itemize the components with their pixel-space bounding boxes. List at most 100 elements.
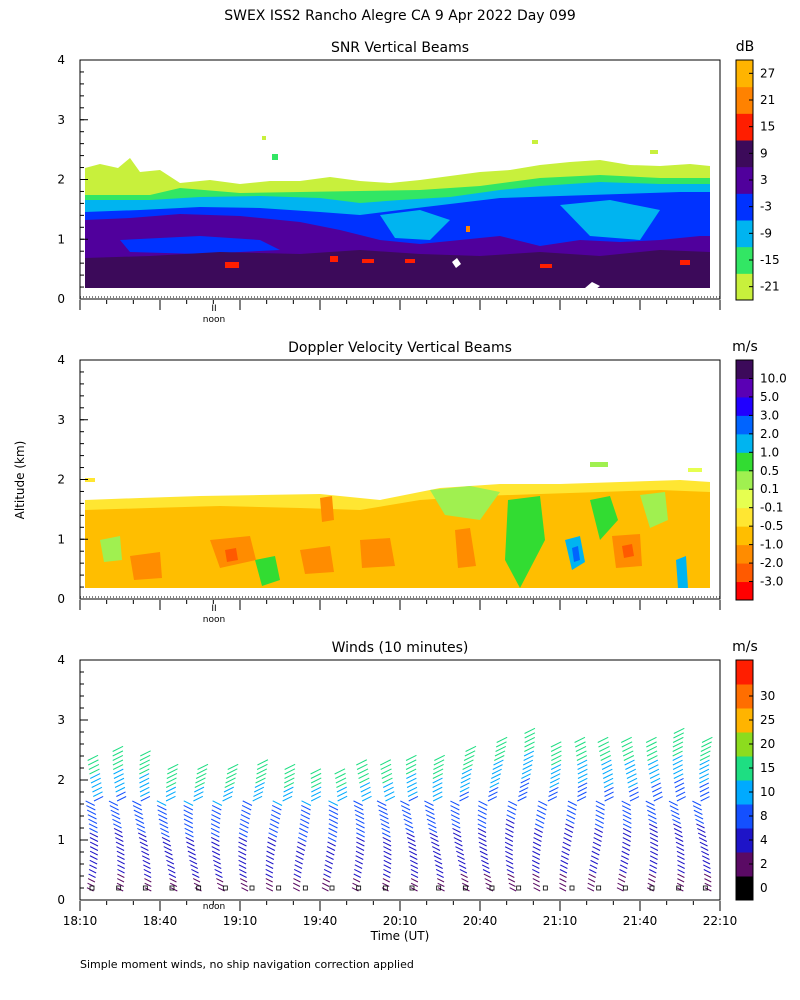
wind-barb: [589, 869, 597, 874]
wind-barb: [112, 745, 124, 752]
wind-barb: [524, 727, 536, 734]
wind-barb: [676, 882, 684, 887]
colorbar-label: 2: [760, 857, 768, 871]
colorbar-swatch: [736, 876, 753, 901]
surface-station-marker: [276, 885, 282, 891]
wind-barb: [647, 814, 657, 820]
wind-barb: [589, 864, 598, 869]
doppler-downdraft: [300, 546, 334, 574]
wind-barb: [408, 795, 419, 802]
wind-barb: [194, 786, 205, 793]
wind-barb: [629, 796, 640, 802]
wind-barb: [649, 768, 660, 775]
wind-barb: [488, 786, 499, 793]
footnote: Simple moment winds, no ship navigation …: [80, 958, 414, 971]
wind-barb: [215, 873, 223, 878]
x-tick-label: 18:40: [143, 914, 178, 928]
wind-barb: [139, 786, 150, 793]
wind-barb: [507, 873, 515, 878]
wind-barb: [481, 864, 490, 869]
wind-barb: [460, 782, 471, 788]
snr-panel-title: SNR Vertical Beams: [331, 40, 469, 56]
colorbar-label: -1.0: [760, 538, 783, 552]
wind-barb: [492, 764, 503, 770]
wind-barb: [284, 763, 296, 770]
wind-barb: [116, 855, 125, 860]
wind-barb: [356, 827, 365, 833]
wind-barb: [239, 873, 247, 878]
wind-barb: [532, 841, 542, 847]
wind-barb: [532, 855, 540, 860]
wind-barb: [699, 782, 710, 788]
wind-barb: [559, 878, 567, 883]
snr-hotspot: [362, 259, 374, 263]
colorbar-swatch: [736, 507, 753, 527]
wind-barb: [551, 759, 562, 766]
wind-barb: [300, 818, 310, 824]
wind-barb: [157, 809, 167, 815]
doppler-downdraft: [130, 552, 162, 580]
wind-barb: [132, 800, 142, 806]
wind-barb: [603, 782, 614, 788]
wind-barb: [353, 800, 363, 806]
wind-barb: [699, 777, 709, 784]
wind-barb: [672, 736, 684, 743]
wind-profile: [108, 745, 127, 892]
wind-barb: [239, 823, 249, 829]
wind-barb: [166, 772, 178, 779]
wind-barb: [520, 777, 531, 784]
wind-barb: [479, 846, 488, 851]
wind-barb: [252, 795, 263, 802]
wind-barb: [216, 878, 224, 883]
wind-barb: [648, 873, 656, 878]
doppler-panel-title: Doppler Velocity Vertical Beams: [288, 340, 512, 356]
wind-barb: [132, 805, 143, 811]
wind-barb: [483, 873, 491, 878]
wind-barb: [434, 859, 443, 865]
wind-barb: [383, 873, 391, 878]
wind-barb: [703, 864, 711, 869]
wind-barb: [410, 864, 419, 869]
wind-barb: [257, 759, 269, 766]
wind-barb: [238, 846, 247, 851]
doppler-echo-field: [85, 462, 710, 588]
y-tick-label: 4: [57, 53, 65, 67]
wind-barb: [92, 786, 103, 793]
winds-x-axis: 18:10 18:40 19:10 19:40 20:10 20:40 21:10 21:40…: [63, 901, 737, 928]
wind-barb: [534, 823, 544, 829]
colorbar-label: 4: [760, 833, 768, 847]
noon-label: noon: [203, 615, 225, 625]
wind-barb: [380, 818, 390, 824]
wind-barb: [477, 814, 487, 820]
wind-barb: [300, 814, 310, 820]
colorbar-swatch: [736, 360, 753, 379]
wind-barb: [424, 800, 434, 806]
wind-barb: [300, 809, 311, 815]
wind-barb: [211, 804, 222, 811]
wind-barb: [564, 828, 574, 833]
wind-barb: [694, 814, 704, 820]
wind-barb: [480, 855, 489, 860]
wind-barb: [548, 786, 559, 793]
wind-barb: [622, 828, 632, 833]
surface-station-marker: [542, 885, 548, 891]
surface-station-marker: [382, 885, 388, 891]
wind-barb: [577, 768, 588, 775]
wind-barb: [88, 818, 98, 824]
snr-speck: [532, 140, 538, 144]
wind-barb: [646, 745, 658, 752]
wind-barb: [266, 850, 275, 856]
wind-barb: [427, 823, 437, 829]
wind-barb: [336, 782, 347, 788]
wind-barb: [137, 832, 147, 838]
wind-barb: [648, 764, 659, 770]
colorbar-swatch: [736, 415, 753, 435]
wind-barb: [436, 878, 445, 883]
wind-barb: [590, 859, 599, 865]
wind-barb: [559, 882, 567, 887]
wind-barb: [190, 864, 198, 869]
wind-barb: [616, 887, 624, 892]
wind-barb: [407, 841, 417, 847]
wind-barb: [565, 818, 575, 824]
surface-station-marker: [516, 885, 522, 891]
